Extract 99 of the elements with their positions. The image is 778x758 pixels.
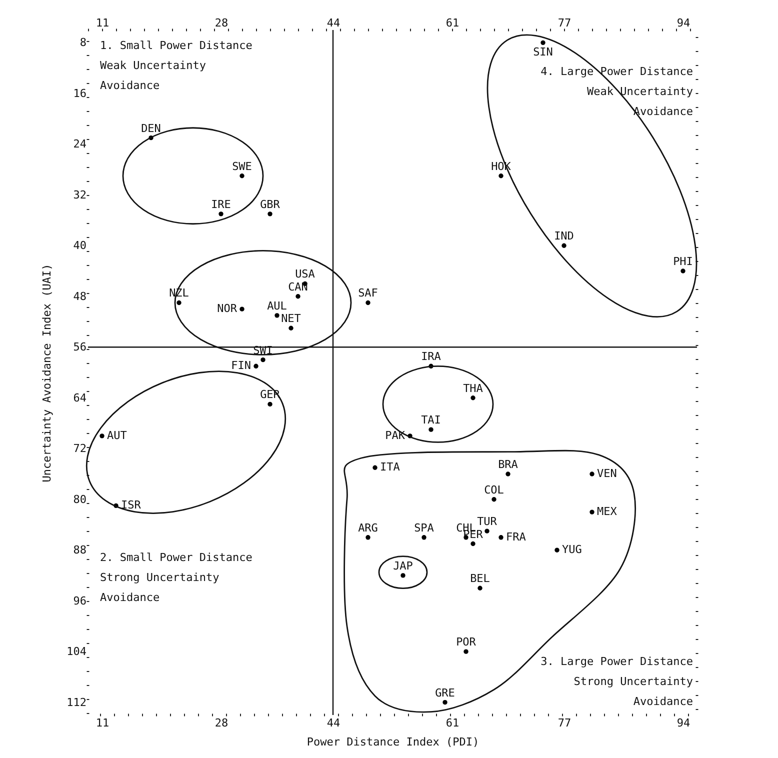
data-label: VEN <box>597 466 617 480</box>
point <box>422 535 426 540</box>
data-label: FIN <box>231 359 251 372</box>
x2-tick-label: 28 <box>214 716 228 730</box>
data-label: PAK <box>385 428 406 442</box>
data-label: DEN <box>141 122 161 135</box>
annotation: 1. Small Power Distance Weak Uncertainty Avoidance <box>100 39 252 92</box>
point <box>470 541 476 546</box>
data-label: POR <box>456 636 476 649</box>
y-tick-label: 56 <box>73 340 86 354</box>
x-tick-label: 44 <box>326 16 340 30</box>
data-label: IRA <box>421 350 442 364</box>
data-label: NOR <box>217 302 238 316</box>
point <box>296 294 300 299</box>
data-label: IND <box>554 230 574 243</box>
data-label: ARG <box>358 521 378 534</box>
data-label: SWE <box>232 160 252 173</box>
point <box>268 402 272 407</box>
data-label: AUL <box>267 299 288 312</box>
point <box>590 510 594 514</box>
data-label: ITA <box>380 460 400 474</box>
data-label: CAN <box>288 280 308 294</box>
x2-tick-label: 11 <box>96 716 110 730</box>
point <box>100 434 104 438</box>
annotation: 3. Large Power Distance Strong Uncertainty Avoidance <box>540 655 694 708</box>
point <box>506 472 510 476</box>
point <box>498 535 504 540</box>
data-label: YUG <box>562 543 582 556</box>
data-label: TUR <box>477 515 498 528</box>
data-label: MEX <box>597 505 618 518</box>
x2-tick-label: 94 <box>676 716 690 730</box>
data-label: SIN <box>533 46 553 59</box>
y-tick-label: 96 <box>73 594 86 608</box>
x2-tick-label: 61 <box>446 716 460 730</box>
data-label: FRA <box>506 530 526 544</box>
data-label: GRE <box>435 686 455 700</box>
point <box>464 649 468 654</box>
x-tick-label: 11 <box>96 16 110 30</box>
annotation: 2. Small Power Distance Strong Uncertainty Avoidance <box>100 551 252 604</box>
x-tick-label: 94 <box>676 16 690 30</box>
point <box>442 700 448 705</box>
y-tick-label: 16 <box>73 86 86 100</box>
point <box>428 427 434 432</box>
y-axis-title: Uncertainty Avoidance Index (UAI) <box>40 264 54 482</box>
x-axis-title: Power Distance Index (PDI) <box>306 736 480 748</box>
point <box>254 364 258 368</box>
y-tick-label: 40 <box>73 239 86 252</box>
y-tick-label: 80 <box>73 492 86 506</box>
point <box>492 497 496 502</box>
point <box>366 300 370 306</box>
data-label: AUT <box>107 428 128 442</box>
data-label: NET <box>281 312 302 326</box>
data-label: SPA <box>414 521 434 534</box>
point <box>288 326 294 330</box>
data-label: TAI <box>421 414 441 427</box>
point <box>240 174 244 178</box>
y-tick-label: 32 <box>73 188 86 202</box>
point <box>268 212 272 216</box>
y-tick-label: 112 <box>66 696 86 709</box>
y-tick-label: 72 <box>73 442 86 456</box>
data-label: PHI <box>673 255 693 268</box>
point <box>400 573 406 578</box>
y-tick-label: 48 <box>73 290 86 303</box>
x2-tick-label: 77 <box>558 716 572 730</box>
y-tick-label: 88 <box>73 544 86 557</box>
x-tick-label: 77 <box>558 16 572 30</box>
y-tick-label: 104 <box>66 645 87 658</box>
data-label: GBR <box>260 198 280 211</box>
point <box>372 465 378 470</box>
point <box>498 174 504 178</box>
y-tick-label: 8 <box>80 36 86 50</box>
point <box>680 268 686 274</box>
point <box>470 396 476 400</box>
data-label: USA <box>295 268 316 281</box>
data-label: ISR <box>121 498 142 512</box>
point <box>240 306 244 312</box>
point <box>478 586 482 590</box>
data-label: IRE <box>211 198 231 211</box>
point <box>562 243 566 248</box>
x-tick-label: 28 <box>214 16 228 30</box>
data-label: JAP <box>393 559 414 572</box>
x2-tick-label: 44 <box>326 716 340 730</box>
point <box>590 472 594 476</box>
point <box>260 357 266 362</box>
y-tick-label: 64 <box>73 391 87 404</box>
point <box>484 528 490 534</box>
data-label: BRA <box>498 458 518 471</box>
point <box>274 313 280 318</box>
x-tick-label: 61 <box>446 16 460 30</box>
point <box>218 212 224 216</box>
point <box>176 300 182 306</box>
point <box>540 40 546 46</box>
point <box>554 548 560 552</box>
data-label: BEL <box>470 572 490 586</box>
y-tick-label: 24 <box>73 138 87 151</box>
point <box>366 535 370 540</box>
data-label: THA <box>463 382 484 395</box>
data-label: SAF <box>358 286 378 300</box>
data-label: COL <box>484 483 504 496</box>
